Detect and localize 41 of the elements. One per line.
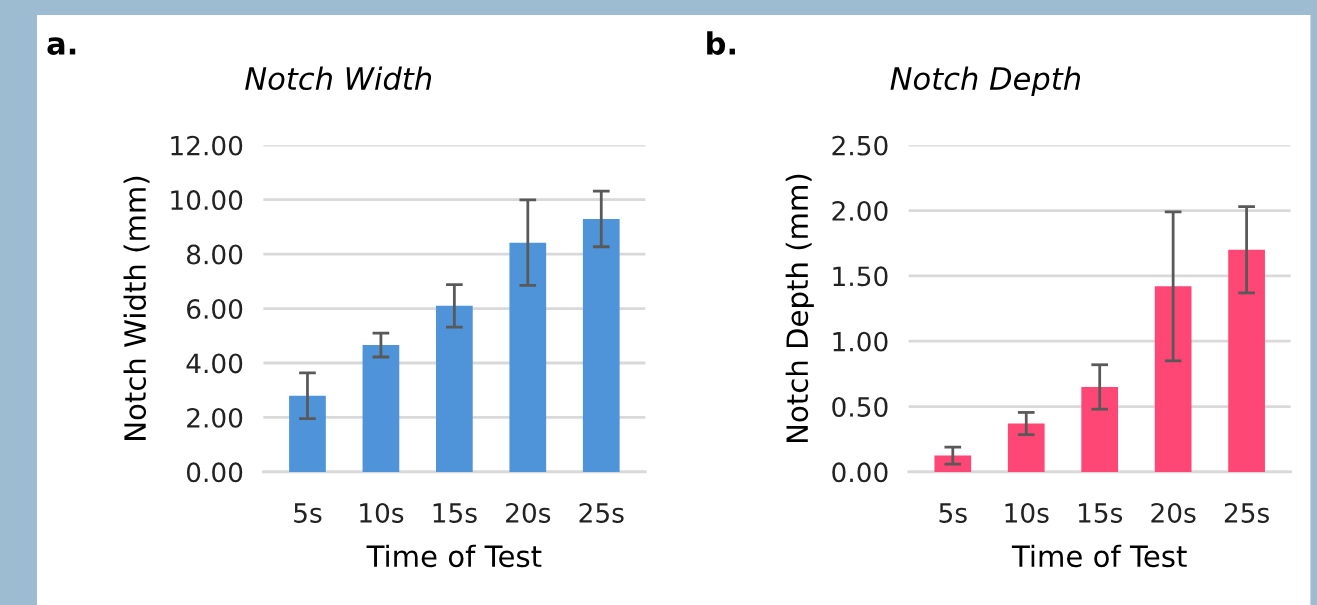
y-tick-label: 0.00 [832,462,888,483]
bar [436,305,473,472]
bar [1007,423,1045,472]
x-axis-title: Time of Test [1011,544,1187,568]
bar [509,242,547,472]
y-tick-label: 0.00 [186,462,243,483]
bar [289,395,326,472]
y-tick-label: 1.50 [833,266,888,287]
y-tick-label: 4.00 [186,353,243,374]
y-axis-title: Notch Width (mm) [123,176,150,440]
y-tick-label: 6.00 [187,298,243,319]
y-tick-label: 2.50 [832,135,888,156]
y-tick-label: 0.50 [832,397,888,417]
x-tick-label: 15s [1078,503,1123,523]
y-axis-title: Notch Depth (mm) [785,174,814,442]
x-tick-label: 25s [579,502,624,523]
x-tick-label: 25s [1224,502,1269,523]
x-tick-label: 10s [360,502,404,523]
bar [582,218,620,472]
text: a. [47,37,76,55]
bar [934,455,972,472]
chart-title: Notch Width [245,66,432,91]
bar [362,345,400,472]
y-tick-label: 10.00 [171,190,243,211]
bar [1081,386,1119,472]
y-tick-label: 12.00 [171,135,243,156]
text: b. [707,31,735,55]
chart-title: Notch Depth [890,66,1081,96]
bar [1228,249,1265,472]
x-tick-label: 15s [433,503,477,523]
y-tick-label: 1.00 [833,331,888,352]
y-tick-label: 8.00 [186,244,243,265]
x-tick-label: 10s [1005,502,1049,523]
x-axis-title: Time of Test [366,544,542,568]
x-tick-label: 20s [506,502,551,523]
x-tick-label: 5s [939,503,967,523]
y-tick-label: 2.00 [832,200,888,221]
bar [1154,286,1192,472]
y-tick-label: 2.00 [187,407,243,428]
x-tick-label: 20s [1151,502,1196,523]
x-tick-label: 5s [294,503,322,523]
